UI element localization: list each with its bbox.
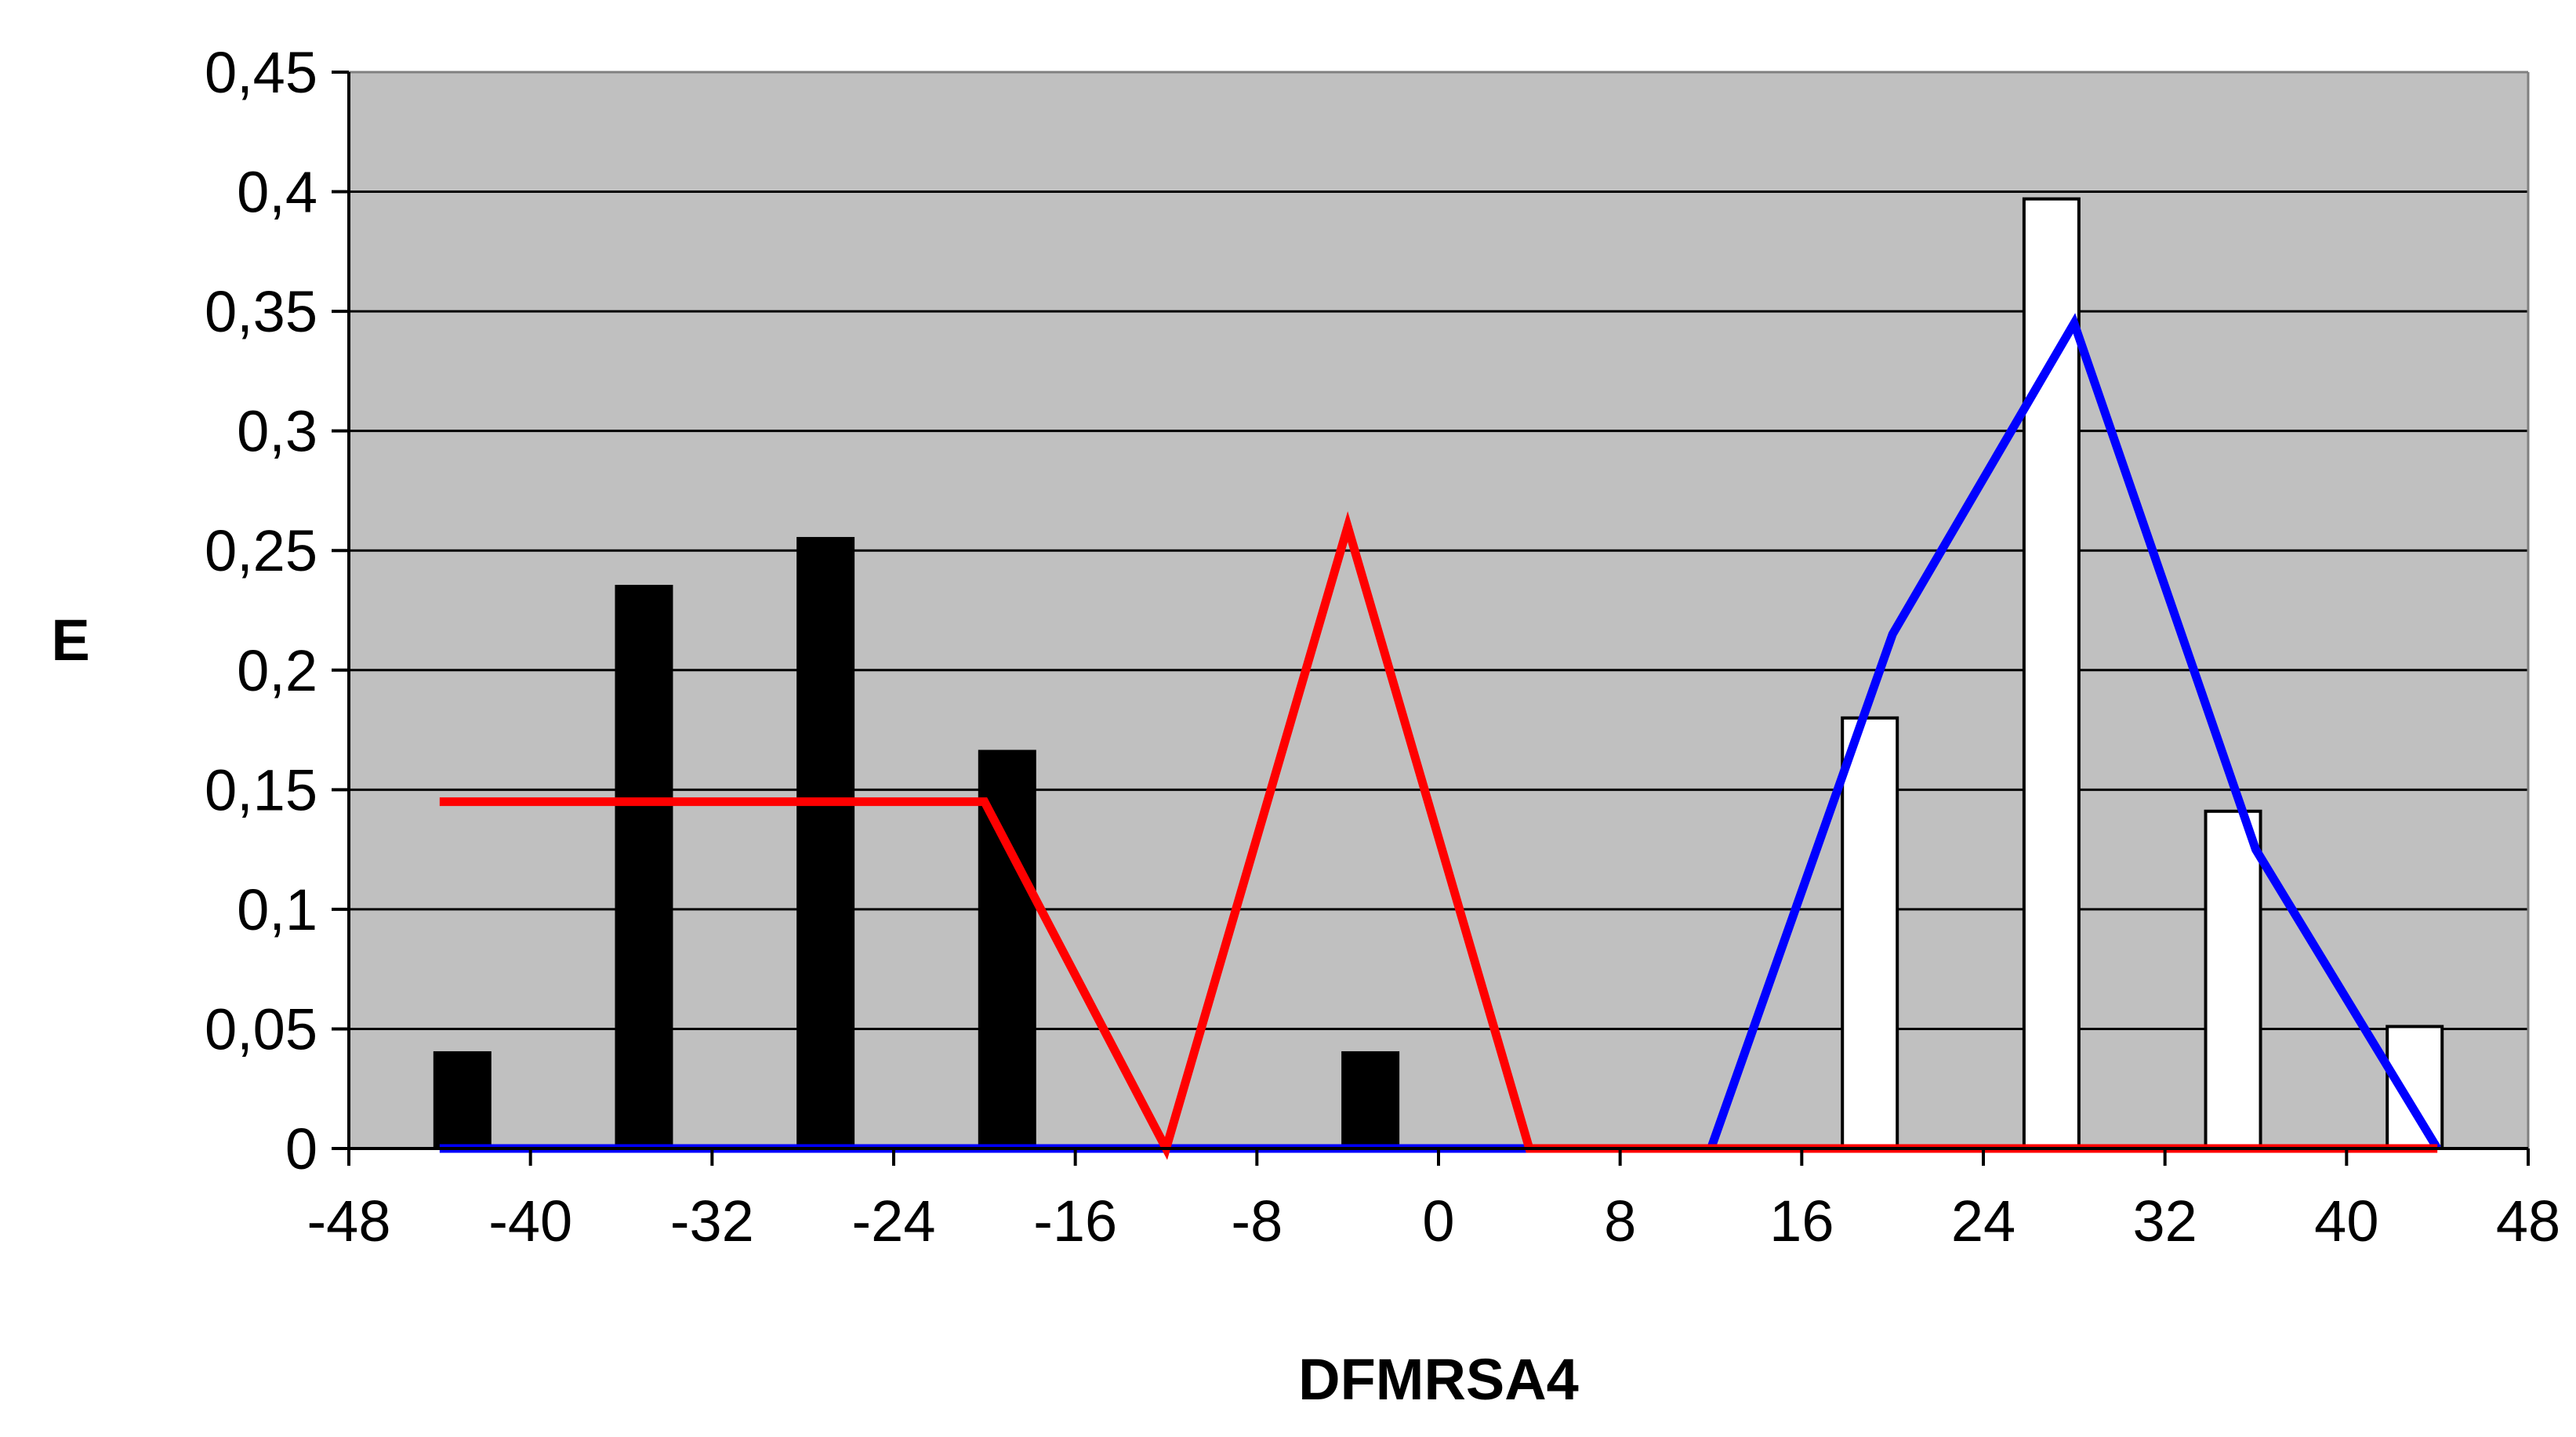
tick-labels: 0 0,05 0,1 0,15 0,2 0,25 0,3 0,35 0,4 0,45 -48 -40 -…: [205, 40, 2560, 1254]
y-tick-label: 0,35: [205, 279, 317, 344]
bar: [615, 584, 673, 1150]
y-tick-label: 0,1: [237, 877, 317, 942]
x-tick-label: -32: [670, 1188, 754, 1254]
y-tick-label: 0,4: [237, 160, 317, 225]
bar: [1841, 716, 1899, 1150]
bar: [2022, 197, 2081, 1151]
x-tick-label: -48: [307, 1188, 391, 1254]
y-tick-label: 0,05: [205, 996, 317, 1061]
plot-area: [349, 72, 2528, 1149]
x-tick-label: -16: [1033, 1188, 1117, 1254]
x-tick-label: -40: [488, 1188, 572, 1254]
x-tick-label: -8: [1231, 1188, 1283, 1254]
y-tick-label: 0: [285, 1116, 317, 1181]
x-tick-label: -24: [852, 1188, 936, 1254]
y-axis-title: E: [51, 608, 89, 673]
x-tick-label: 0: [1422, 1188, 1454, 1254]
y-tick-label: 0,15: [205, 757, 317, 822]
axes: [332, 71, 2530, 1166]
bars: [433, 197, 2444, 1151]
x-tick-label: 48: [2496, 1188, 2560, 1254]
bar: [2386, 1025, 2444, 1150]
bar: [796, 536, 855, 1150]
x-tick-label: 40: [2314, 1188, 2378, 1254]
y-tick-label: 0,45: [205, 40, 317, 105]
y-tick-label: 0,2: [237, 638, 317, 703]
bar: [1341, 1051, 1400, 1151]
x-tick-label: 16: [1769, 1188, 1834, 1254]
y-tick-label: 0,25: [205, 518, 317, 583]
x-tick-label: 8: [1604, 1188, 1636, 1254]
x-tick-label: 24: [1951, 1188, 2015, 1254]
x-axis-title: DFMRSA4: [1298, 1347, 1579, 1412]
x-tick-label: 32: [2133, 1188, 2197, 1254]
bar: [433, 1051, 492, 1151]
bar: [2204, 809, 2262, 1150]
y-tick-label: 0,3: [237, 399, 317, 464]
